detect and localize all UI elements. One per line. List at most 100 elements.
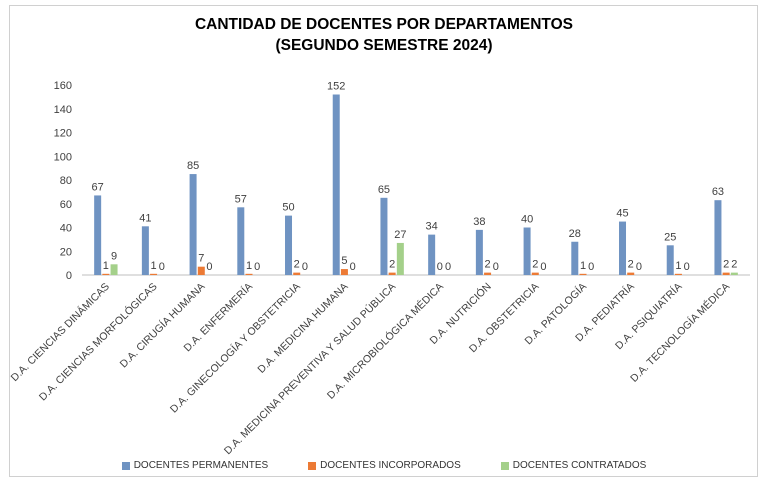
bar [428, 234, 436, 275]
bar-value-label: 0 [350, 261, 356, 273]
bar-value-label: 1 [103, 260, 109, 272]
bar-value-label: 0 [254, 261, 260, 273]
bar [380, 197, 388, 275]
x-category-label: D.A. MEDICINA PREVENTIVA Y SALUD PÚBLICA [221, 280, 398, 457]
bar [189, 174, 197, 275]
bar [388, 272, 396, 275]
bar-value-label: 7 [198, 253, 204, 265]
y-tick-label: 100 [54, 151, 72, 163]
bar [340, 269, 348, 275]
bar-value-label: 0 [206, 261, 212, 273]
legend-label: DOCENTES PERMANENTES [133, 460, 269, 471]
bar-value-label: 1 [580, 260, 586, 272]
bar-value-label: 28 [569, 228, 581, 240]
y-tick-label: 40 [60, 223, 72, 235]
bar [619, 221, 627, 275]
bar [714, 200, 722, 275]
bar-value-label: 0 [540, 261, 546, 273]
bar-value-label: 2 [485, 259, 491, 271]
bar-value-label: 1 [151, 260, 157, 272]
bar [332, 94, 340, 275]
bar-value-label: 65 [378, 184, 390, 196]
x-category-label: D.A. CIRUGÍA HUMANA [117, 280, 207, 370]
legend-label: DOCENTES INCORPORADOS [320, 460, 461, 471]
bar-value-label: 25 [664, 231, 676, 243]
bar [141, 226, 149, 275]
bar-value-label: 0 [302, 261, 308, 273]
legend-swatch [500, 461, 509, 470]
bar-value-label: 9 [111, 250, 117, 262]
bar [396, 242, 404, 275]
bar-value-label: 34 [426, 221, 438, 233]
chart-subtitle: (SEGUNDO SEMESTRE 2024) [275, 37, 493, 54]
bar [571, 241, 579, 275]
bar [627, 272, 635, 275]
bar [197, 266, 205, 275]
bar-value-label: 1 [675, 260, 681, 272]
bar-value-label: 2 [628, 259, 634, 271]
bar-value-label: 27 [394, 229, 406, 241]
y-tick-label: 160 [54, 80, 72, 92]
y-tick-label: 140 [54, 104, 72, 116]
bar [484, 272, 492, 275]
bar-value-label: 0 [684, 261, 690, 273]
bar-value-label: 57 [235, 193, 247, 205]
bar [110, 264, 118, 275]
bar [531, 272, 539, 275]
bar [285, 215, 293, 275]
bar [666, 245, 674, 275]
bar [102, 273, 110, 275]
bar-value-label: 2 [389, 259, 395, 271]
legend-item: DOCENTES INCORPORADOS [308, 460, 461, 471]
bar [579, 273, 587, 275]
bar-value-label: 2 [731, 259, 737, 271]
bar [523, 227, 531, 275]
bar-value-label: 2 [294, 259, 300, 271]
y-tick-label: 20 [60, 246, 72, 258]
y-tick-label: 120 [54, 128, 72, 140]
x-category-label: D.A. TECNOLOGÍA MÉDICA [627, 280, 732, 385]
bar-value-label: 152 [327, 81, 345, 93]
bar-value-label: 41 [139, 212, 151, 224]
bar-value-label: 0 [588, 261, 594, 273]
bar-value-label: 67 [92, 181, 104, 193]
legend-label: DOCENTES CONTRATADOS [512, 460, 647, 471]
bar-value-label: 2 [723, 259, 729, 271]
bar-value-label: 1 [246, 260, 252, 272]
bar [293, 272, 301, 275]
bar-value-label: 45 [616, 208, 628, 220]
bar-value-label: 0 [493, 261, 499, 273]
bar [94, 195, 102, 275]
bar-value-label: 0 [437, 261, 443, 273]
legend-item: DOCENTES CONTRATADOS [500, 460, 647, 471]
legend-swatch [121, 461, 130, 470]
bar-value-label: 5 [341, 255, 347, 267]
legend-item: DOCENTES PERMANENTES [121, 460, 269, 471]
bar [674, 273, 682, 275]
bar-value-label: 50 [282, 202, 294, 214]
bar [150, 273, 158, 275]
x-category-label: D.A. CIENCIAS DINÁMICAS [8, 280, 112, 384]
bar-value-label: 38 [473, 216, 485, 228]
bar-value-label: 2 [532, 259, 538, 271]
bar-value-label: 0 [445, 261, 451, 273]
bar-value-label: 0 [159, 261, 165, 273]
bar-value-label: 0 [636, 261, 642, 273]
legend-swatch [308, 461, 317, 470]
y-tick-label: 0 [66, 270, 72, 282]
chart-legend: DOCENTES PERMANENTES DOCENTES INCORPORADO… [0, 460, 768, 471]
y-tick-label: 80 [60, 175, 72, 187]
bar-value-label: 40 [521, 214, 533, 226]
bar [237, 207, 245, 275]
x-category-label: D.A. MEDICINA HUMANA [255, 281, 350, 376]
chart-title: CANTIDAD DE DOCENTES POR DEPARTAMENTOS [194, 16, 574, 33]
bar [475, 229, 483, 275]
bar [245, 273, 253, 275]
y-tick-label: 60 [60, 199, 72, 211]
bar [730, 272, 738, 275]
bar [722, 272, 730, 275]
bar-value-label: 63 [712, 186, 724, 198]
chart-title-block: CANTIDAD DE DOCENTES POR DEPARTAMENTOS (… [0, 14, 768, 56]
bar-value-label: 85 [187, 160, 199, 172]
